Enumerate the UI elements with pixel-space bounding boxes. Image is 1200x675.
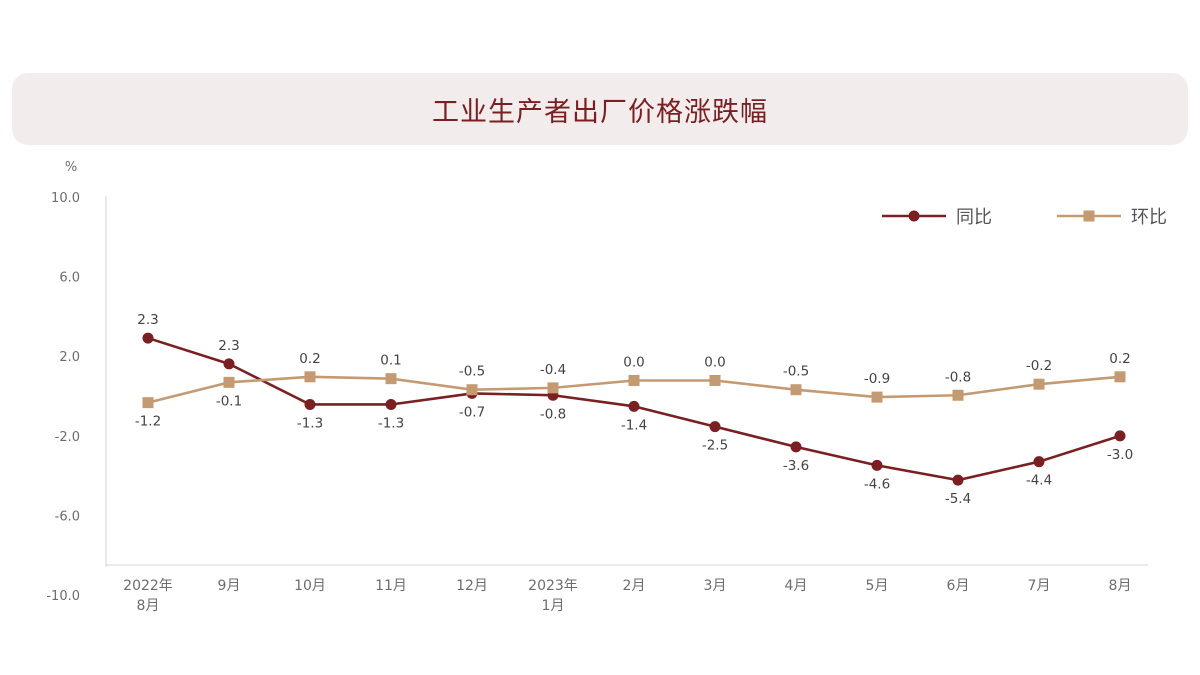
x-tick-label: 3月 [704, 578, 727, 594]
data-point-mom [385, 373, 397, 385]
data-point-mom [871, 391, 883, 403]
x-tick-label: 7月 [1028, 578, 1051, 594]
x-tick-label: 9月 [218, 578, 241, 594]
data-label-yoy: -1.4 [621, 417, 647, 433]
data-label-yoy: -2.5 [702, 438, 728, 454]
x-tick-label: 2022年 [123, 578, 173, 594]
data-label-mom: 0.0 [704, 355, 725, 371]
data-point-mom [547, 382, 559, 394]
x-tick-label: 11月 [375, 578, 407, 594]
data-label-mom: -0.5 [459, 364, 485, 380]
data-label-yoy: 2.3 [137, 312, 158, 328]
legend-marker-mom [1083, 210, 1095, 222]
chart-title-bar: 工业生产者出厂价格涨跌幅 [12, 73, 1188, 145]
data-label-yoy: 2.3 [218, 338, 239, 354]
data-label-yoy: -0.7 [459, 404, 485, 420]
data-label-mom: -0.2 [1026, 358, 1052, 374]
x-tick-label: 2023年 [528, 578, 578, 594]
data-point-mom [1033, 378, 1045, 390]
x-tick-label: 12月 [456, 578, 488, 594]
x-tick-label: 8月 [1109, 578, 1132, 594]
y-tick-label: 2.0 [59, 350, 80, 365]
data-label-yoy: -4.4 [1026, 473, 1052, 489]
data-label-mom: -0.5 [783, 364, 809, 380]
y-axis-unit: % [65, 160, 77, 175]
data-label-mom: -0.8 [945, 369, 971, 385]
x-tick-label: 2月 [623, 578, 646, 594]
legend-label-yoy: 同比 [956, 207, 992, 228]
data-label-mom: -0.9 [864, 371, 890, 387]
y-tick-label: -10.0 [46, 589, 80, 604]
data-label-yoy: -1.3 [297, 415, 323, 431]
data-point-mom [952, 389, 964, 401]
data-label-yoy: -1.3 [378, 415, 404, 431]
data-label-yoy: -0.8 [540, 406, 566, 422]
data-point-mom [709, 375, 721, 386]
data-point-yoy [142, 332, 154, 344]
data-point-mom [790, 384, 802, 396]
y-tick-label: -6.0 [55, 509, 80, 524]
data-point-yoy [1033, 456, 1045, 468]
data-label-mom: 0.0 [623, 355, 644, 371]
data-point-mom [1114, 371, 1126, 383]
legend-marker-yoy [908, 210, 920, 222]
data-point-yoy [628, 400, 640, 412]
data-label-yoy: -3.0 [1107, 447, 1133, 463]
x-tick-label: 8月 [137, 598, 160, 614]
data-point-yoy [304, 398, 316, 410]
data-point-mom [223, 376, 235, 388]
data-point-yoy [1114, 430, 1126, 442]
x-tick-label: 1月 [542, 598, 565, 614]
chart-title: 工业生产者出厂价格涨跌幅 [432, 96, 768, 128]
y-tick-label: 10.0 [51, 191, 80, 206]
data-label-yoy: -5.4 [945, 491, 971, 507]
legend-label-mom: 环比 [1131, 207, 1167, 228]
x-tick-label: 4月 [785, 578, 808, 594]
x-tick-label: 6月 [947, 578, 970, 594]
y-tick-label: -2.0 [55, 430, 80, 445]
data-point-yoy [385, 398, 397, 410]
y-tick-label: 6.0 [59, 271, 80, 286]
data-label-mom: -1.2 [135, 414, 161, 430]
data-point-mom [628, 375, 640, 386]
data-point-mom [304, 371, 316, 383]
data-point-yoy [223, 358, 235, 370]
data-point-yoy [952, 474, 964, 486]
data-point-yoy [709, 421, 721, 433]
x-tick-label: 5月 [866, 578, 889, 594]
data-label-mom: 0.2 [1109, 351, 1130, 367]
data-point-mom [466, 384, 478, 396]
data-label-mom: -0.4 [540, 362, 566, 378]
data-label-yoy: -3.6 [783, 458, 809, 474]
data-label-mom: 0.2 [299, 351, 320, 367]
data-point-yoy [871, 459, 883, 471]
data-label-mom: 0.1 [380, 353, 401, 369]
data-point-yoy [790, 441, 802, 453]
data-point-mom [142, 397, 154, 409]
data-label-mom: -0.1 [216, 393, 242, 409]
x-tick-label: 10月 [294, 578, 326, 594]
data-label-yoy: -4.6 [864, 476, 890, 492]
